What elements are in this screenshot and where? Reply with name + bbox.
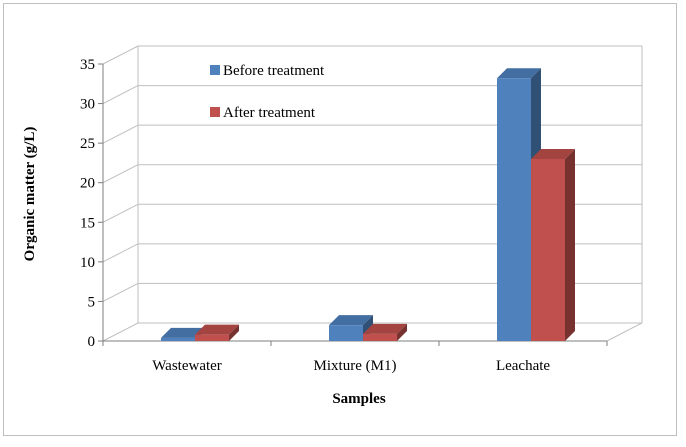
gridline-diagonal xyxy=(102,45,139,65)
gridline-diagonal xyxy=(102,282,139,302)
y-tick-label: 15 xyxy=(80,215,95,231)
legend-label: Before treatment xyxy=(223,63,325,79)
bar-top xyxy=(531,148,575,159)
y-tick-label: 20 xyxy=(80,176,95,192)
bar-side xyxy=(397,323,407,341)
bar xyxy=(531,148,575,341)
y-tick-label: 10 xyxy=(80,255,95,271)
bar-front xyxy=(497,78,531,341)
axis-labels: 0 5 10 15 20 25 30 35 Wastewater Mixture (M1) Leac… xyxy=(80,57,550,374)
gridline-diagonal xyxy=(102,203,139,223)
bar-front xyxy=(195,334,229,341)
bar-top xyxy=(329,315,373,326)
bar-chart: 0 5 10 15 20 25 30 35 Wastewater Mixture (M1) Leac… xyxy=(22,45,643,407)
x-tick-label: Leachate xyxy=(496,358,550,374)
bar xyxy=(363,323,407,341)
gridline-diagonal xyxy=(102,124,139,144)
bar-front xyxy=(329,325,363,341)
y-tick-label: 25 xyxy=(80,136,95,152)
bar-top xyxy=(363,323,407,334)
x-tick-label: Mixture (M1) xyxy=(314,358,397,374)
bar-front xyxy=(363,333,397,341)
x-tick-label: Wastewater xyxy=(152,358,222,374)
bar-side xyxy=(565,148,575,341)
y-tick-label: 5 xyxy=(88,294,96,310)
bar-front xyxy=(161,337,195,341)
chart-frame: 0 5 10 15 20 25 30 35 Wastewater Mixture (M1) Leac… xyxy=(3,3,677,436)
gridline-diagonal xyxy=(102,322,139,342)
legend-label: After treatment xyxy=(223,105,316,121)
bar xyxy=(195,324,239,341)
legend: Before treatment After treatment xyxy=(210,63,325,121)
floor-right-edge xyxy=(606,322,643,342)
bar-front xyxy=(531,158,565,341)
bar-top xyxy=(497,68,541,79)
gridline-diagonal xyxy=(102,243,139,263)
y-axis-title: Organic matter (g/L) xyxy=(22,127,38,262)
bar-side xyxy=(229,324,239,341)
legend-swatch xyxy=(210,65,220,75)
bar-top xyxy=(195,324,239,335)
bar-top xyxy=(161,327,205,338)
y-tick-label: 35 xyxy=(80,57,95,73)
x-axis-title: Samples xyxy=(332,391,386,407)
y-tick-label: 30 xyxy=(80,97,95,113)
gridline-diagonal xyxy=(102,85,139,105)
gridline-diagonal xyxy=(102,164,139,184)
y-tick-label: 0 xyxy=(88,334,96,350)
bars xyxy=(161,68,575,341)
legend-swatch xyxy=(210,107,220,117)
